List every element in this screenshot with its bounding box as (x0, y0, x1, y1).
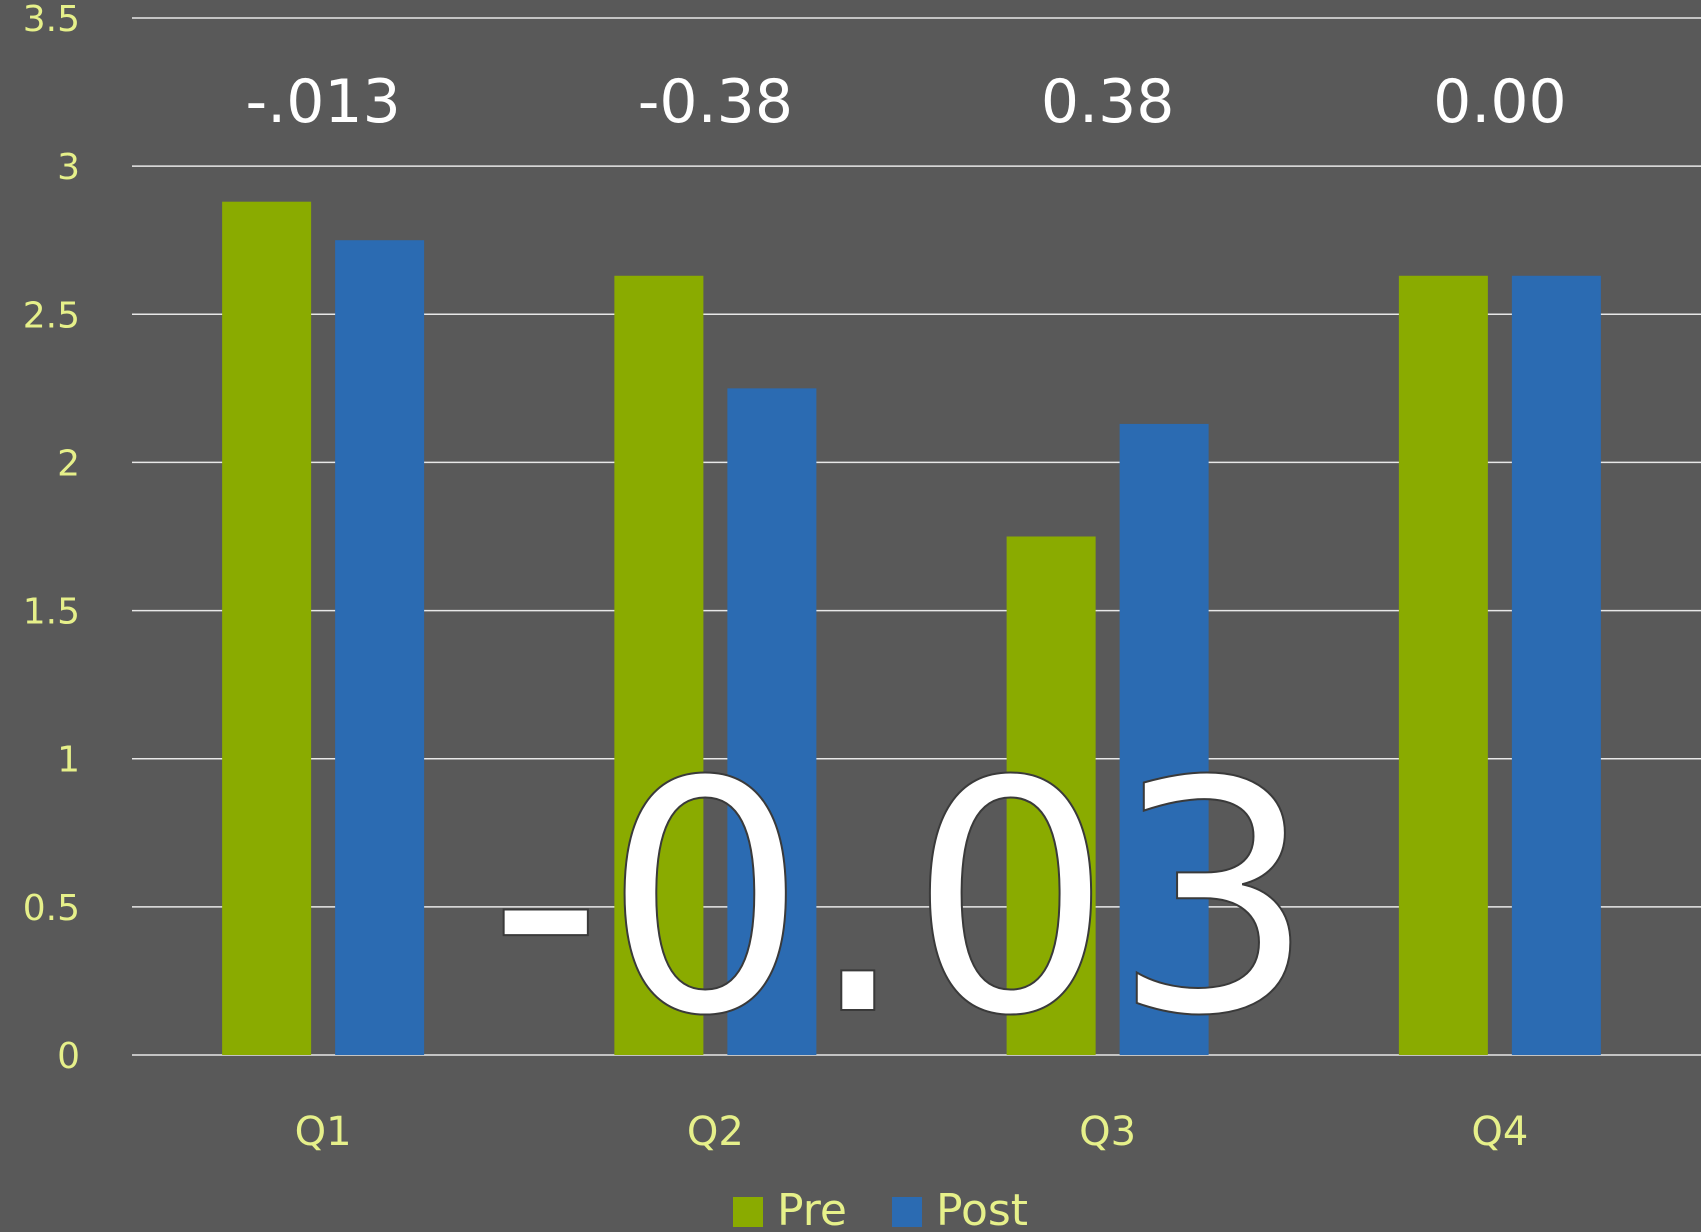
x-tick-label: Q4 (1471, 1109, 1528, 1155)
overlay-value-text: -0.03 (488, 714, 1316, 1086)
legend: Pre Post (733, 1185, 1028, 1232)
y-axis-ticks: 0 0.5 1 1.5 2 2.5 3 3.5 (23, 0, 80, 1077)
annotations: -.013 -0.38 0.38 0.00 (246, 67, 1567, 137)
difference-annotation: 0.00 (1433, 67, 1567, 137)
y-tick-label: 0 (57, 1036, 80, 1077)
bar-pre-q1 (222, 201, 312, 1055)
bar-pre-q3 (1006, 536, 1096, 1055)
bar-pre-q2 (614, 275, 704, 1056)
legend-label-pre: Pre (777, 1185, 847, 1232)
y-tick-label: 2 (57, 443, 80, 484)
bar-pre-q4 (1398, 275, 1488, 1056)
legend-swatch-pre (733, 1197, 763, 1227)
y-tick-label: 1 (57, 740, 80, 781)
x-tick-label: Q3 (1079, 1109, 1136, 1155)
x-tick-label: Q2 (687, 1109, 744, 1155)
legend-label-post: Post (936, 1185, 1028, 1232)
y-tick-label: 2.5 (23, 295, 80, 336)
bar-post-q4 (1511, 275, 1601, 1056)
difference-annotation: 0.38 (1041, 67, 1175, 137)
difference-annotation: -.013 (246, 67, 401, 137)
y-tick-label: 3 (57, 147, 80, 188)
x-tick-label: Q1 (295, 1109, 352, 1155)
y-tick-label: 3.5 (23, 0, 80, 40)
x-axis-ticks: Q1 Q2 Q3 Q4 (295, 1109, 1529, 1155)
y-tick-label: 1.5 (23, 592, 80, 633)
bar-post-q3 (1119, 423, 1209, 1055)
bars (222, 201, 1601, 1056)
y-tick-label: 0.5 (23, 888, 80, 929)
bar-post-q1 (335, 240, 425, 1055)
legend-swatch-post (892, 1197, 922, 1227)
bar-post-q2 (727, 388, 817, 1055)
difference-annotation: -0.38 (638, 67, 793, 137)
